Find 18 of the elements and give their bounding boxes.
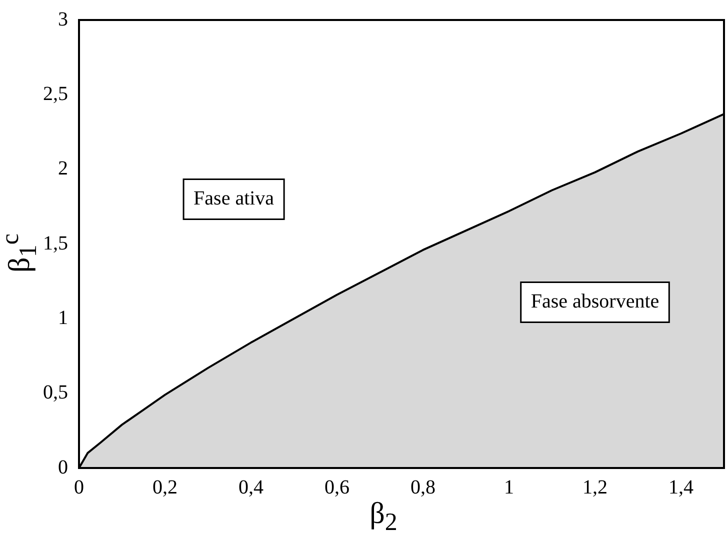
y-tick-label: 2,5 (43, 82, 68, 105)
annotation: Fase ativa (194, 187, 274, 210)
y-tick-label: 0,5 (43, 382, 68, 404)
x-tick-label: 1 (504, 476, 514, 498)
x-tick-label: 0,2 (152, 476, 178, 498)
annotation: Fase absorvente (530, 290, 660, 312)
y-tick-label: 1,5 (43, 232, 68, 254)
x-tick-label: 0,6 (324, 476, 350, 498)
x-tick-label: 1,2 (582, 476, 608, 498)
x-axis-title: β$_{2}$ (368, 497, 398, 536)
y-tick-label: 2 (58, 158, 68, 180)
x-tick-label: 0,4 (238, 476, 264, 498)
y-tick-label: 3 (58, 8, 68, 30)
y-tick-label: 1 (58, 306, 68, 329)
x-tick-label: 0,8 (410, 476, 436, 498)
y-tick-label: 0 (58, 456, 68, 478)
x-tick-label: 1,4 (668, 476, 694, 498)
x-tick-label: 0 (74, 476, 84, 498)
